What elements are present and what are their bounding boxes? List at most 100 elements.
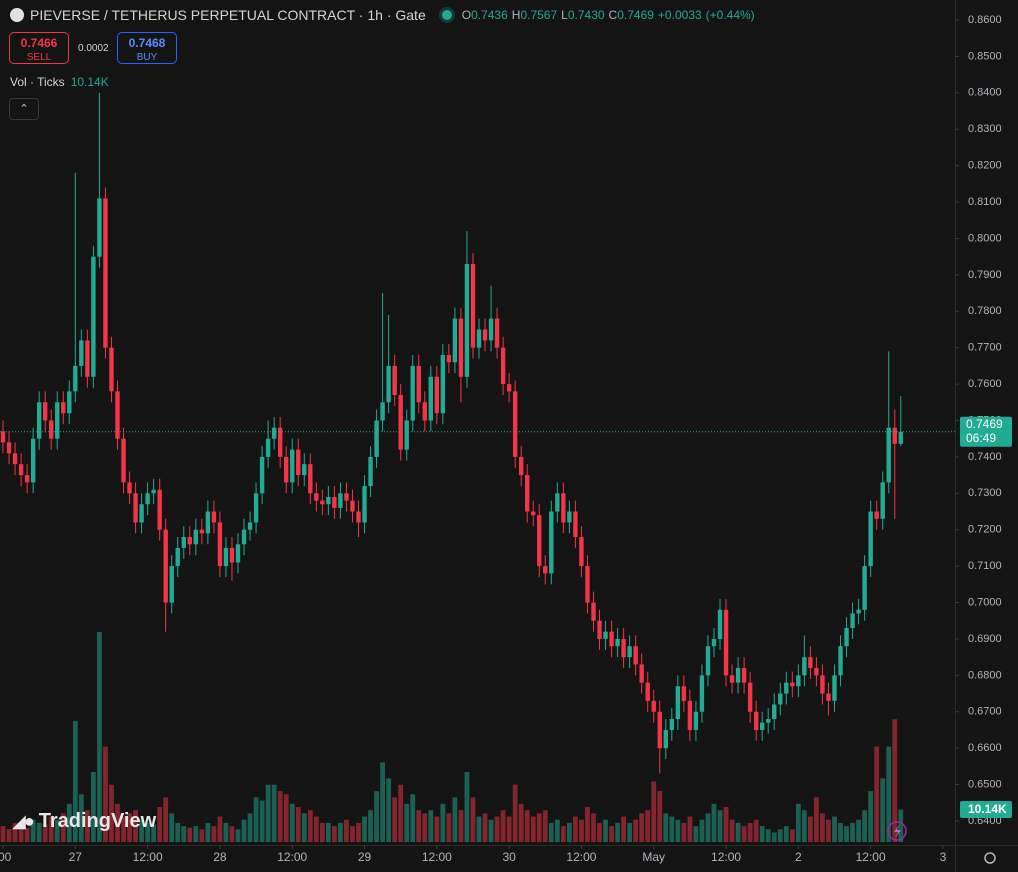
ohlc-value: 0.7567	[520, 8, 558, 22]
candle-body	[157, 489, 162, 530]
candle-body	[85, 340, 90, 377]
candle-body	[820, 675, 825, 694]
volume-bar	[669, 816, 675, 842]
y-tick-label: 0.8300	[968, 123, 1002, 135]
candle-body	[362, 486, 367, 523]
volume-bar	[386, 778, 392, 842]
candle-body	[49, 420, 54, 439]
volume-bar	[84, 810, 90, 842]
y-tick-label: 0.6800	[968, 669, 1002, 681]
volume-bar	[103, 746, 108, 842]
candle-body	[18, 464, 24, 476]
candle-body	[199, 529, 205, 534]
volume-bar	[356, 822, 361, 842]
candle-body	[512, 391, 518, 457]
volume-bar	[404, 803, 410, 842]
candle-body	[669, 719, 675, 730]
sell-button[interactable]: 0.7466 SELL	[9, 32, 69, 64]
countdown-label: 06:49	[966, 431, 996, 445]
candle-body	[205, 511, 211, 534]
candle-body	[874, 511, 879, 519]
candle-body	[573, 511, 578, 537]
candle-body	[410, 365, 415, 421]
candle-body	[338, 493, 343, 508]
volume-pane	[0, 632, 904, 842]
candle-body	[741, 668, 747, 683]
volume-bar	[862, 810, 868, 842]
volume-bar	[78, 794, 84, 842]
candle-body	[753, 711, 759, 730]
volume-bar	[392, 797, 398, 842]
candle-body	[91, 256, 96, 377]
volume-bar	[163, 797, 169, 842]
watermark-icon: ◢●	[12, 811, 35, 831]
ohlc-key: C	[608, 8, 618, 22]
y-tick-label: 0.7200	[968, 524, 1002, 536]
collapse-button[interactable]: ⌃	[9, 98, 39, 120]
candle-body	[398, 395, 403, 450]
volume-bar	[446, 813, 452, 842]
candle-body	[525, 475, 530, 512]
candle-body	[452, 318, 458, 363]
candle-body	[850, 613, 855, 629]
volume-bar	[573, 816, 578, 842]
candle-body	[187, 536, 192, 545]
candle-body	[169, 566, 174, 603]
volume-bar	[838, 822, 843, 842]
candle-body	[729, 675, 735, 683]
volume-bar	[615, 822, 620, 842]
candle-body	[259, 456, 265, 494]
candle-body	[500, 347, 506, 385]
x-tick-label: 12:00	[711, 850, 741, 864]
volume-bar	[259, 800, 265, 842]
candle-body	[880, 482, 885, 519]
alert-bolt	[894, 825, 901, 838]
candle-body	[73, 365, 78, 392]
volume-bar	[374, 791, 379, 842]
candle-body	[856, 609, 861, 614]
volume-bar	[332, 826, 337, 842]
candle-body	[302, 464, 307, 476]
candle-body	[627, 646, 632, 658]
volume-bar	[542, 810, 548, 842]
y-tick-label: 0.6600	[968, 742, 1002, 754]
candle-body	[651, 700, 656, 712]
volume-bar	[585, 807, 590, 842]
ohlc-key: O	[461, 8, 472, 22]
buy-button[interactable]: 0.7468 BUY	[117, 32, 177, 64]
candle-body	[531, 511, 536, 516]
volume-bar	[277, 791, 283, 842]
volume-bar	[753, 819, 759, 842]
volume-bar	[729, 819, 735, 842]
volume-bar	[271, 784, 277, 842]
candle-body	[717, 609, 723, 639]
candle-body	[687, 700, 693, 730]
candle-body	[386, 365, 391, 403]
volume-bar	[48, 816, 54, 842]
y-tick-label: 0.7700	[968, 342, 1002, 354]
sell-price: 0.7466	[20, 36, 58, 50]
volume-bar	[506, 816, 512, 842]
candle-body	[265, 438, 271, 457]
candle-body	[24, 475, 30, 483]
candle-body	[772, 704, 777, 720]
candle-body	[217, 522, 223, 567]
volume-bar	[717, 810, 723, 842]
volume-bar	[307, 810, 313, 842]
candle-body	[621, 638, 626, 658]
candle-body	[416, 365, 421, 403]
symbol-logo	[10, 8, 24, 22]
candle-body	[320, 500, 325, 505]
volume-bar	[109, 784, 114, 842]
candle-body	[766, 719, 771, 723]
y-tick-label: 0.8500	[968, 50, 1002, 62]
candle-body	[145, 493, 150, 505]
x-tick-label: 12:00	[422, 850, 452, 864]
volume-bar	[482, 813, 488, 842]
volume-bar	[820, 813, 825, 842]
chart-title[interactable]: PIEVERSE / TETHERUS PERPETUAL CONTRACT ·…	[30, 7, 426, 23]
candle-body	[392, 365, 397, 396]
volume-bar	[524, 810, 530, 842]
